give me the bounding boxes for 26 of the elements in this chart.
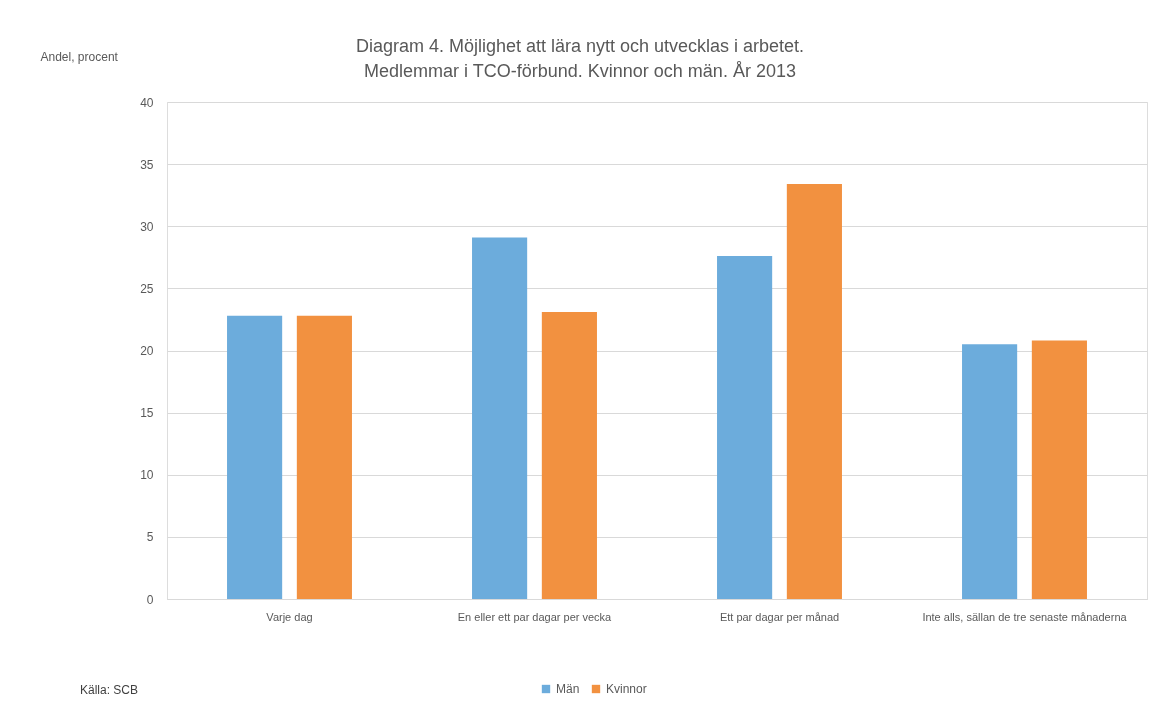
bar [1031, 340, 1087, 599]
y-tick-label: 35 [140, 157, 154, 172]
chart-title: Diagram 4. Möjlighet att lära nytt och utvecklas i arbetet. Medlemmar i TCO-förbund. Kvinnor och män. År 2013 [355, 36, 805, 81]
y-tick-label: 0 [146, 592, 154, 607]
y-tick-label: 25 [140, 281, 154, 296]
y-tick-label: 40 [140, 95, 154, 110]
bar [227, 315, 283, 599]
y-tick-label: 20 [140, 344, 154, 358]
x-tick-label: Varje dag [266, 610, 313, 623]
bar [541, 311, 597, 599]
y-axis-title: Andel, procent [40, 49, 119, 64]
x-tick-label: Ett par dagar per månad [719, 610, 840, 623]
legend-label: Män [556, 682, 580, 696]
y-tick-label: 15 [140, 406, 154, 421]
x-tick-label: En eller ett par dagar per vecka [457, 610, 613, 623]
legend-label: Kvinnor [606, 682, 647, 696]
y-tick-label: 5 [146, 530, 154, 545]
y-tick-label: 30 [140, 219, 154, 234]
bar [786, 184, 842, 599]
y-tick-label: 10 [140, 468, 154, 483]
bar [962, 344, 1018, 599]
bar [296, 315, 352, 599]
text: Källa: SCB [80, 683, 139, 697]
x-tick-label: Inte alls, sällan de tre senaste månaderna [922, 610, 1128, 623]
bar [717, 256, 773, 599]
bar [472, 237, 528, 599]
